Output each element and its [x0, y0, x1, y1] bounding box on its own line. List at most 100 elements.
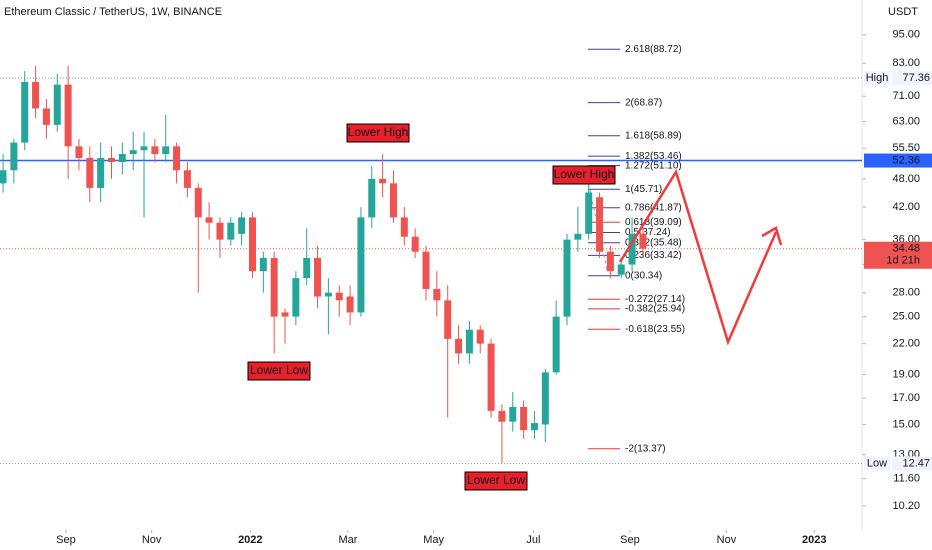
x-tick-label: Sep	[620, 534, 640, 546]
fib-label: 0.5(37.24)	[625, 227, 671, 238]
candle-body	[465, 329, 473, 354]
fib-trend	[589, 189, 608, 271]
annotation: Lower High	[348, 125, 409, 139]
level-value-tag	[892, 71, 932, 86]
fib-label: -0.272(27.14)	[625, 294, 685, 305]
y-tick-label: 63.00	[892, 115, 920, 127]
candle-body	[563, 239, 571, 317]
candle-body	[86, 157, 94, 188]
candle-body	[444, 300, 452, 339]
y-tick-label: 15.00	[892, 418, 920, 430]
level-value-tag	[892, 456, 932, 471]
annotation: Lower High	[554, 167, 615, 181]
candle-body	[389, 183, 397, 218]
fib-label: 0(30.34)	[625, 270, 662, 281]
candle-body	[476, 329, 484, 344]
candle-body	[335, 292, 343, 301]
annotation-box	[552, 165, 616, 185]
annotation: Lower Low	[250, 363, 308, 377]
arrow-head	[761, 226, 783, 246]
x-tick-label: 2022	[238, 534, 262, 546]
candle-body	[368, 178, 376, 218]
fib-label: 1.272(51.10)	[625, 160, 682, 171]
candle-body	[346, 296, 354, 313]
candle-body	[509, 406, 517, 422]
x-tick-label: Nov	[142, 534, 162, 546]
y-tick-label: 95.00	[892, 29, 920, 41]
candle-body	[248, 217, 256, 272]
x-tick-label: 2023	[802, 534, 826, 546]
fib-label: 0.382(35.48)	[625, 237, 682, 248]
x-tick-label: Jul	[526, 534, 540, 546]
candle-body	[53, 84, 61, 125]
candle-body	[151, 146, 159, 155]
candle-body	[433, 288, 441, 301]
resistance-tag	[864, 153, 932, 168]
candle-body	[32, 81, 40, 109]
fib-label: 2.618(88.72)	[625, 44, 682, 55]
candle-body	[270, 258, 278, 317]
y-tick-label: 25.00	[892, 311, 920, 323]
y-tick-label: 11.60	[893, 473, 920, 485]
candle-body	[574, 233, 582, 240]
candle-body	[400, 217, 408, 237]
candle-body	[552, 316, 560, 373]
last-price-value: 34.48	[892, 243, 920, 255]
candle-body	[303, 258, 311, 279]
candle-body	[530, 423, 538, 431]
fib-label: 1(45.71)	[625, 184, 662, 195]
level-name: High	[866, 72, 889, 84]
candle-body	[97, 157, 105, 188]
annotation-box	[247, 361, 311, 381]
resistance-value: 52.36	[892, 154, 920, 166]
candle-body	[357, 217, 365, 313]
y-tick-label: 71.00	[892, 90, 920, 102]
x-tick-label: Mar	[338, 534, 357, 546]
y-tick-label: 10.20	[892, 500, 920, 512]
candle-body	[0, 170, 7, 184]
candle-body	[75, 146, 83, 158]
y-tick-label: 28.00	[892, 287, 920, 299]
candle-body	[314, 258, 322, 297]
fib-label: 2(68.87)	[625, 97, 662, 108]
candle-body	[411, 236, 419, 252]
level-value: 12.47	[902, 457, 930, 469]
projection-arrow	[618, 169, 778, 346]
y-tick-label: 19.00	[892, 368, 920, 380]
candle-body	[596, 197, 604, 252]
level-name: Low	[867, 457, 887, 469]
level-tag	[864, 456, 890, 471]
candle-body	[227, 222, 235, 240]
candle-body	[42, 108, 50, 125]
x-tick-label: Nov	[717, 534, 737, 546]
annotation: Lower Low	[467, 473, 525, 487]
candle-body	[292, 278, 300, 317]
fib-label: 1.618(58.89)	[625, 130, 682, 141]
candle-body	[140, 146, 148, 151]
candle-body	[194, 187, 202, 218]
candle-body	[259, 258, 267, 272]
candle-body	[541, 372, 549, 425]
fib-label: -2(13.37)	[625, 443, 666, 454]
last-price-tag	[864, 241, 932, 269]
candle-body	[487, 343, 495, 411]
candle-body	[162, 146, 170, 155]
candle-body	[107, 157, 115, 162]
candle-body	[173, 146, 181, 171]
y-tick-label: 17.00	[892, 392, 920, 404]
currency-label: USDT	[888, 6, 918, 18]
candle-body	[281, 312, 289, 317]
x-tick-label: May	[423, 534, 444, 546]
candle-body	[379, 178, 387, 184]
candle-body	[205, 217, 213, 223]
fib-label: -0.382(25.94)	[625, 303, 685, 314]
annotation-box	[346, 123, 410, 143]
candle-body	[10, 142, 18, 171]
y-tick-label: 22.00	[892, 338, 920, 350]
candle-body	[617, 264, 625, 275]
candle-body	[455, 338, 463, 354]
level-tag	[864, 71, 890, 86]
candle-body	[64, 84, 72, 147]
